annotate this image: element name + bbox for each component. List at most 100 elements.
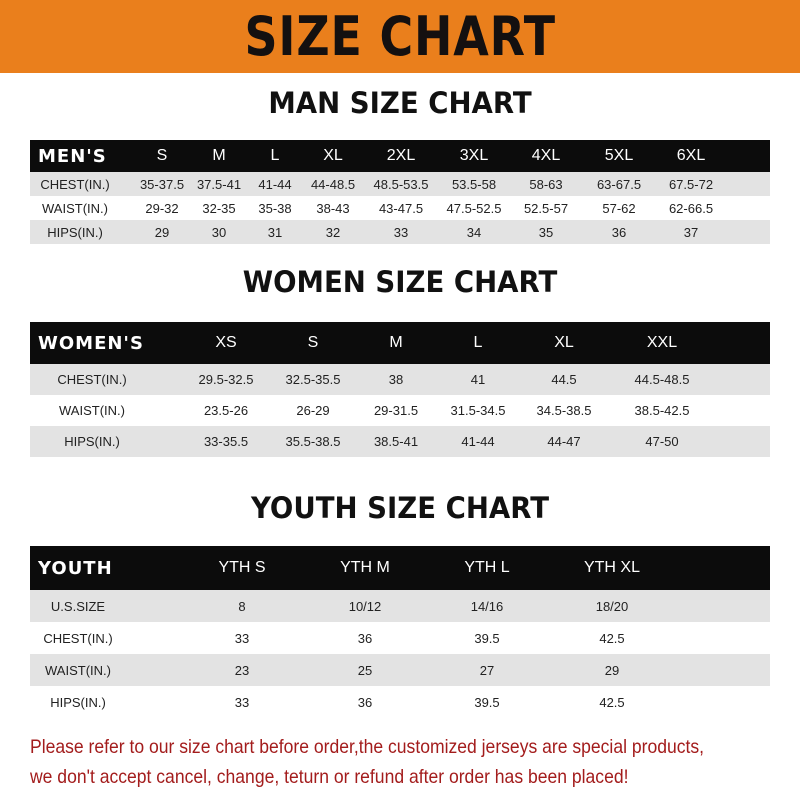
table-header-label: MEN'S: [38, 145, 107, 167]
table-cell: 35.5-38.5: [285, 434, 341, 449]
table-cell: 42.5: [599, 630, 625, 646]
table-cell: 32.5-35.5: [285, 372, 341, 387]
table-cell: 29-32: [145, 200, 179, 216]
table-cell: 10/12: [348, 598, 382, 614]
row-label: HIPS(IN.): [50, 694, 106, 710]
table-cell: 33: [393, 224, 409, 240]
table-cell: 33: [234, 694, 250, 710]
table-cell: 38.5-42.5: [634, 403, 690, 418]
table-row: WAIST(IN.) 29-32 32-35 35-38 38-43 43-47.5 47.…: [30, 196, 770, 220]
size-column-header: 2XL: [386, 147, 416, 164]
size-column-header: YTH XL: [583, 559, 640, 576]
table-cell: 33-35.5: [203, 434, 249, 449]
size-column-header: YTH M: [340, 559, 390, 576]
table-cell: 53.5-58: [451, 176, 497, 192]
table-cell: 29.5-32.5: [198, 372, 254, 387]
table-cell: 44.5: [551, 372, 577, 387]
table-row: CHEST(IN.) 35-37.5 37.5-41 41-44 44-48.5 48.5…: [30, 172, 770, 196]
row-label: WAIST(IN.): [59, 403, 125, 418]
table-cell: 35: [538, 224, 554, 240]
notice-line-2: we don't accept cancel, change, teturn o…: [30, 766, 629, 788]
table-cell: 30: [211, 224, 227, 240]
table-cell: 67.5-72: [668, 176, 714, 192]
size-chart-banner: SIZE CHART: [0, 0, 800, 73]
table-cell: 8: [238, 598, 246, 614]
size-column-header: L: [270, 147, 280, 164]
row-label: HIPS(IN.): [47, 224, 103, 240]
main-title: SIZE CHART: [244, 5, 556, 68]
size-column-header: XS: [215, 334, 237, 351]
size-column-header: 6XL: [676, 147, 706, 164]
women-section-title: WOMEN SIZE CHART: [242, 265, 558, 299]
size-column-header: YTH L: [464, 559, 510, 576]
youth-header-row: YOUTH YTH S YTH M YTH L YTH XL: [30, 546, 770, 590]
table-header-label: WOMEN'S: [38, 332, 144, 354]
size-column-header: 4XL: [531, 147, 561, 164]
size-column-header: 5XL: [604, 147, 634, 164]
table-cell: 26-29: [296, 403, 330, 418]
table-cell: 44-48.5: [310, 176, 356, 192]
row-label: CHEST(IN.): [43, 630, 113, 646]
table-row: HIPS(IN.) 33-35.5 35.5-38.5 38.5-41 41-44 44-…: [30, 426, 770, 457]
table-cell: 35-37.5: [139, 176, 185, 192]
table-cell: 29-31.5: [373, 403, 419, 418]
table-cell: 48.5-53.5: [373, 176, 429, 192]
table-cell: 41-44: [461, 434, 495, 449]
table-row: WAIST(IN.) 23 25 27 29: [30, 654, 770, 686]
table-row: HIPS(IN.) 29 30 31 32 33 34 35 36 37: [30, 220, 770, 244]
men-section-title: MAN SIZE CHART: [268, 86, 532, 120]
table-cell: 63-67.5: [596, 176, 642, 192]
table-cell: 25: [357, 662, 373, 678]
table-row: U.S.SIZE 8 10/12 14/16 18/20: [30, 590, 770, 622]
table-cell: 29: [154, 224, 170, 240]
row-label: U.S.SIZE: [50, 598, 106, 614]
size-column-header: YTH S: [218, 559, 266, 576]
size-column-header: XL: [554, 334, 574, 351]
table-cell: 31: [267, 224, 283, 240]
size-column-header: M: [389, 334, 403, 351]
table-cell: 23: [234, 662, 250, 678]
size-column-header: L: [473, 334, 483, 351]
table-cell: 62-66.5: [668, 200, 714, 216]
table-header-label: YOUTH: [38, 557, 113, 579]
men-header-row: MEN'S S M L XL 2XL 3XL 4XL 5XL 6XL: [30, 140, 770, 172]
table-cell: 36: [357, 694, 373, 710]
row-label: CHEST(IN.): [40, 176, 110, 192]
size-column-header: XXL: [646, 334, 678, 351]
table-cell: 23.5-26: [203, 403, 249, 418]
table-cell: 57-62: [602, 200, 636, 216]
row-label: CHEST(IN.): [57, 372, 127, 387]
table-cell: 41-44: [258, 176, 292, 192]
table-cell: 33: [234, 630, 250, 646]
table-cell: 38: [388, 372, 404, 387]
table-cell: 36: [611, 224, 627, 240]
size-column-header: M: [212, 147, 226, 164]
table-row: CHEST(IN.) 29.5-32.5 32.5-35.5 38 41 44.5 44.5…: [30, 364, 770, 395]
table-cell: 39.5: [474, 694, 500, 710]
table-cell: 29: [604, 662, 620, 678]
size-column-header: XL: [323, 147, 343, 164]
size-column-header: 3XL: [459, 147, 489, 164]
table-cell: 44.5-48.5: [634, 372, 690, 387]
table-cell: 14/16: [470, 598, 504, 614]
table-cell: 43-47.5: [378, 200, 424, 216]
table-row: CHEST(IN.) 33 36 39.5 42.5: [30, 622, 770, 654]
table-cell: 38.5-41: [373, 434, 419, 449]
table-cell: 32: [325, 224, 341, 240]
table-cell: 18/20: [595, 598, 629, 614]
table-cell: 44-47: [547, 434, 581, 449]
women-header-row: WOMEN'S XS S M L XL XXL: [30, 322, 770, 364]
table-cell: 38-43: [316, 200, 350, 216]
size-column-header: S: [156, 147, 168, 164]
table-cell: 47-50: [645, 434, 679, 449]
table-cell: 58-63: [529, 176, 563, 192]
table-cell: 37: [683, 224, 699, 240]
table-cell: 27: [479, 662, 495, 678]
table-cell: 32-35: [202, 200, 236, 216]
table-row: HIPS(IN.) 33 36 39.5 42.5: [30, 686, 770, 718]
notice-line-1: Please refer to our size chart before or…: [30, 736, 705, 758]
table-cell: 37.5-41: [196, 176, 242, 192]
table-cell: 41: [470, 372, 486, 387]
table-cell: 31.5-34.5: [450, 403, 506, 418]
row-label: WAIST(IN.): [45, 662, 111, 678]
